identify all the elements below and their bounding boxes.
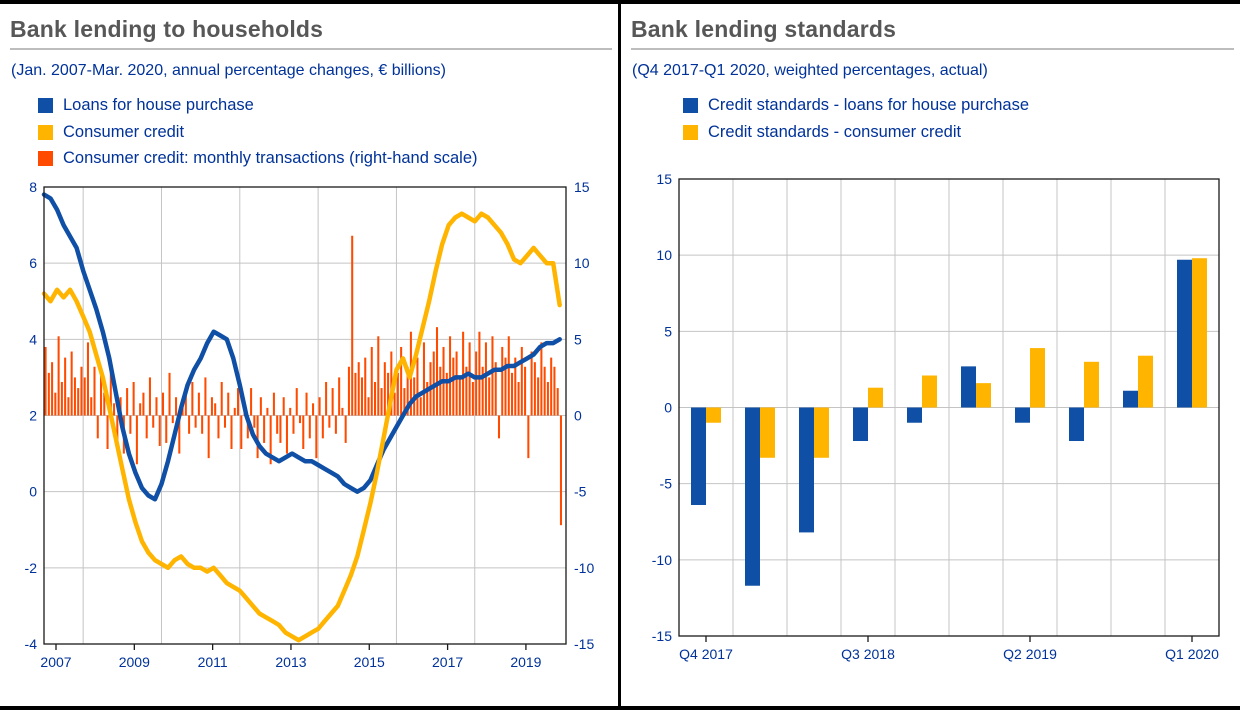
panel-bank-lending-standards: Bank lending standards (Q4 2017-Q1 2020,…	[621, 4, 1240, 706]
consumer-credit-label: Consumer credit	[63, 122, 185, 141]
legend-item-consumer-credit: Consumer credit	[38, 123, 612, 141]
svg-text:2011: 2011	[198, 654, 228, 670]
standards-bar-series	[691, 257, 1207, 586]
lending-standards-chart: 15 10 5 0 -5 -10 -15 Q4 2017 Q3 2018 Q2 2019 Q1 20…	[652, 171, 1220, 662]
svg-text:-4: -4	[25, 636, 38, 652]
svg-text:Q2 2019: Q2 2019	[1003, 646, 1057, 662]
svg-text:2009: 2009	[119, 654, 150, 670]
svg-text:15: 15	[656, 171, 672, 187]
svg-text:2007: 2007	[40, 654, 71, 670]
svg-text:8: 8	[29, 179, 37, 195]
svg-text:-5: -5	[574, 484, 587, 500]
svg-text:6: 6	[29, 255, 37, 271]
loans-house-purchase-swatch	[38, 98, 53, 114]
monthly-transactions-bars	[44, 235, 562, 526]
svg-text:2013: 2013	[275, 654, 306, 670]
svg-text:2: 2	[29, 407, 37, 423]
households-legend: Loans for house purchase Consumer credit…	[38, 96, 612, 167]
standards-chart-subtitle: (Q4 2017-Q1 2020, weighted percentages, …	[632, 62, 988, 80]
households-chart-subtitle: (Jan. 2007-Mar. 2020, annual percentage …	[11, 62, 446, 80]
svg-text:Q3 2018: Q3 2018	[841, 646, 895, 662]
svg-text:0: 0	[574, 407, 582, 423]
svg-text:10: 10	[574, 255, 590, 271]
legend-item-loans-house-purchase: Loans for house purchase	[38, 96, 612, 114]
consumer-credit-swatch	[38, 124, 53, 140]
standards-plot-frame	[678, 178, 1220, 642]
svg-text:15: 15	[574, 179, 590, 195]
svg-text:-10: -10	[574, 560, 594, 576]
svg-text:-2: -2	[25, 560, 38, 576]
svg-text:2015: 2015	[354, 654, 385, 670]
standards-consumer-credit-label: Credit standards - consumer credit	[708, 122, 962, 141]
svg-text:10: 10	[656, 247, 672, 263]
svg-text:0: 0	[664, 399, 672, 415]
standards-legend: Credit standards - loans for house purch…	[683, 96, 1234, 141]
svg-text:Q1 2020: Q1 2020	[1165, 646, 1219, 662]
households-plot-frame	[43, 186, 567, 650]
loans-house-purchase-label: Loans for house purchase	[63, 96, 254, 115]
households-lending-chart: 8 15 6 10 4 5 2 0 0 -5 -2 -10 -4 -15 2007 2009 2011 2013 2…	[25, 179, 595, 670]
monthly-transactions-swatch	[38, 150, 53, 166]
panel-divider	[618, 4, 621, 706]
svg-text:5: 5	[664, 323, 672, 339]
households-title-rule	[10, 48, 612, 51]
svg-text:5: 5	[574, 331, 582, 347]
svg-text:Q4 2017: Q4 2017	[679, 646, 733, 662]
monthly-transactions-label: Consumer credit: monthly transactions (r…	[63, 148, 478, 167]
households-line-series	[41, 192, 562, 643]
svg-text:-15: -15	[574, 636, 594, 652]
standards-house-purchase-label: Credit standards - loans for house purch…	[708, 96, 1030, 115]
svg-text:2017: 2017	[432, 654, 463, 670]
panel-bank-lending-households: Bank lending to households (Jan. 2007-Ma…	[0, 4, 618, 706]
svg-text:2019: 2019	[510, 654, 541, 670]
svg-text:-10: -10	[652, 552, 672, 568]
svg-text:-5: -5	[660, 475, 673, 491]
legend-item-standards-house-purchase: Credit standards - loans for house purch…	[683, 96, 1234, 114]
households-axis-labels: 8 15 6 10 4 5 2 0 0 -5 -2 -10 -4 -15 2007 2009 2011 2013 2…	[25, 179, 595, 670]
standards-house-purchase-swatch	[683, 98, 698, 114]
svg-text:0: 0	[29, 484, 37, 500]
svg-text:4: 4	[29, 331, 37, 347]
standards-title-rule	[631, 48, 1234, 51]
legend-item-standards-consumer-credit: Credit standards - consumer credit	[683, 123, 1234, 141]
standards-chart-title: Bank lending standards	[631, 16, 897, 42]
svg-text:-15: -15	[652, 628, 672, 644]
legend-item-monthly-transactions: Consumer credit: monthly transactions (r…	[38, 149, 612, 167]
households-chart-title: Bank lending to households	[10, 16, 324, 42]
standards-axis-labels: 15 10 5 0 -5 -10 -15 Q4 2017 Q3 2018 Q2 2019 Q1 20…	[652, 171, 1219, 662]
standards-consumer-credit-swatch	[683, 124, 698, 140]
